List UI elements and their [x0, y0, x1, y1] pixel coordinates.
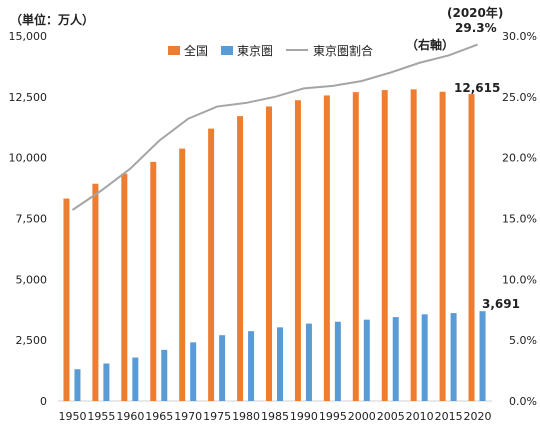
x-tick-label: 1985	[261, 410, 289, 423]
legend-swatch-tokyo	[221, 46, 233, 55]
bar-tokyo	[277, 327, 283, 401]
bar-tokyo	[305, 323, 312, 401]
x-tick-label: 2000	[348, 410, 376, 423]
x-tick-label: 1990	[290, 410, 318, 423]
bar-total	[150, 161, 157, 401]
bar-total	[468, 94, 475, 401]
legend-label-tokyo: 東京圏	[237, 44, 273, 58]
annotation-year: (2020年)	[447, 5, 503, 20]
right-axis-note: （右軸）	[406, 37, 454, 52]
bar-total	[439, 91, 446, 401]
bar-tokyo	[248, 331, 255, 401]
bar-total	[92, 183, 99, 401]
x-tick-label: 1980	[232, 410, 260, 423]
x-tick-label: 1975	[203, 410, 231, 423]
x-tick-label: 2020	[464, 410, 492, 423]
left-tick-label: 15,000	[9, 30, 48, 43]
right-tick-label: 15.0%	[502, 213, 537, 226]
x-tick-label: 1950	[58, 410, 86, 423]
x-tick-label: 2015	[435, 410, 463, 423]
legend: 全国 東京圏 東京圏割合	[168, 43, 373, 58]
left-tick-label: 0	[40, 395, 47, 408]
bar-tokyo	[421, 314, 428, 401]
bar-total	[352, 92, 359, 402]
right-tick-label: 30.0%	[502, 30, 537, 43]
share-line	[71, 43, 478, 211]
x-tick-label: 2005	[377, 410, 405, 423]
left-axis: 0 2,500 5,000 7,500 10,000 12,500 15,000	[9, 30, 48, 408]
bars	[63, 89, 486, 402]
bar-total	[121, 173, 128, 401]
left-tick-label: 5,000	[16, 273, 48, 286]
bar-tokyo	[161, 349, 168, 401]
left-tick-label: 2,500	[16, 334, 48, 347]
data-label-total-2020: 12,615	[454, 81, 500, 95]
bar-total	[381, 90, 388, 401]
right-tick-label: 10.0%	[502, 273, 537, 286]
x-tick-label: 1955	[87, 410, 115, 423]
bar-tokyo	[103, 363, 110, 401]
right-axis: 0.0% 5.0% 10.0% 15.0% 20.0% 25.0% 30.0%	[502, 30, 537, 408]
bar-tokyo	[392, 317, 399, 401]
bar-tokyo	[132, 357, 139, 401]
legend-label-share: 東京圏割合	[313, 43, 373, 58]
data-label-tokyo-2020: 3,691	[482, 297, 520, 311]
x-tick-label: 1960	[116, 410, 144, 423]
x-tick-label: 2010	[406, 410, 434, 423]
bar-tokyo	[479, 311, 486, 401]
right-tick-label: 5.0%	[509, 334, 537, 347]
bar-tokyo	[363, 319, 370, 401]
bar-tokyo	[219, 335, 226, 401]
unit-label: （単位：万人）	[10, 12, 94, 27]
bar-total	[63, 198, 70, 401]
bar-tokyo	[334, 321, 341, 401]
left-tick-label: 12,500	[9, 91, 48, 104]
right-tick-label: 0.0%	[509, 395, 537, 408]
bar-tokyo	[74, 369, 81, 401]
legend-swatch-total	[168, 46, 180, 55]
left-tick-label: 7,500	[16, 213, 48, 226]
x-axis: 1950 1955 1960 1965 1970 1975 1980 1985 1990 1995…	[58, 400, 492, 423]
left-tick-label: 10,000	[9, 152, 48, 165]
x-tick-label: 1965	[145, 410, 173, 423]
bar-total	[266, 106, 272, 401]
bar-total	[237, 116, 244, 402]
legend-label-total: 全国	[184, 43, 208, 58]
bar-tokyo	[190, 342, 197, 401]
bar-total	[323, 95, 330, 401]
annotation-share-2020: 29.3%	[455, 21, 497, 35]
x-tick-label: 1970	[174, 410, 202, 423]
bar-total	[179, 148, 186, 401]
bar-total	[208, 128, 215, 401]
bar-total	[410, 89, 417, 402]
x-tick-label: 1995	[319, 410, 347, 423]
share-line-path	[71, 43, 478, 211]
right-tick-label: 20.0%	[502, 152, 537, 165]
bar-tokyo	[450, 313, 457, 401]
bar-total	[294, 100, 301, 401]
right-tick-label: 25.0%	[502, 91, 537, 104]
